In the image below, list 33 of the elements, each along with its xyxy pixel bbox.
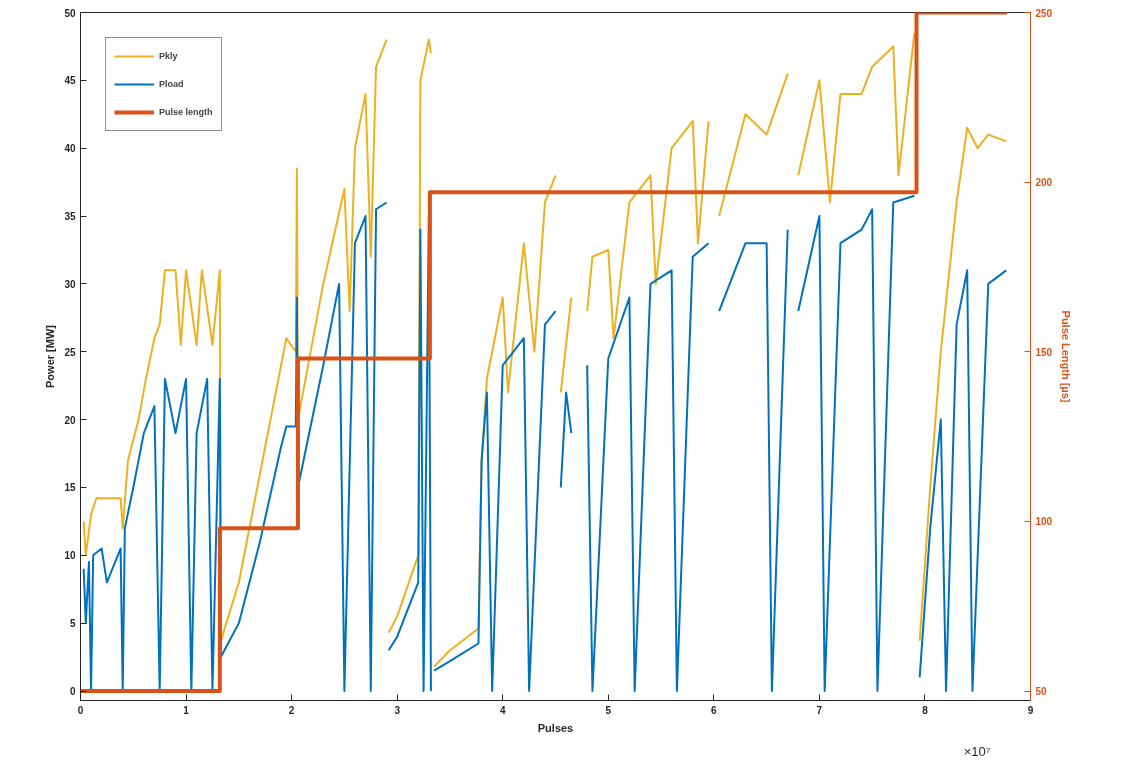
y-tick-label: 35	[64, 211, 76, 223]
y-tick-label: 50	[64, 7, 76, 19]
x-tick-label: 9	[1027, 704, 1034, 716]
x-tick-label: 1	[183, 704, 190, 716]
y2-axis-title: Pulse Length [µs]	[1060, 310, 1073, 403]
y-tick-label: 40	[64, 143, 76, 155]
y2-tick-label: 150	[1035, 346, 1053, 358]
y2-tick-label: 200	[1035, 177, 1053, 189]
x-tick-label: 5	[605, 704, 612, 716]
x-tick-label: 0	[77, 704, 84, 716]
x-tick-label: 6	[711, 704, 718, 716]
x-tick-label: 3	[394, 704, 401, 716]
legend-label: Pload	[159, 79, 184, 89]
y-axis-title: Power [MW]	[44, 324, 57, 388]
y-tick-label: 0	[69, 686, 76, 697]
y2-tick-label: 100	[1035, 516, 1053, 528]
y-tick-label: 10	[64, 550, 76, 562]
legend-label: Pulse length	[159, 107, 213, 117]
y-tick-label: 15	[64, 482, 76, 494]
x-tick-label: 2	[288, 704, 295, 716]
y-tick-label: 25	[64, 346, 76, 358]
y-tick-label: 45	[64, 75, 76, 87]
x-tick-label: 4	[499, 704, 506, 716]
legend-label: Pkly	[159, 51, 179, 61]
y2-tick-label: 250	[1035, 7, 1053, 19]
y-tick-label: 20	[64, 414, 76, 426]
x-tick-label: 8	[922, 704, 929, 716]
y2-tick-label: 50	[1035, 686, 1048, 697]
y-tick-label: 30	[64, 278, 76, 290]
x-axis-title: Pulses	[537, 721, 574, 734]
x-tick-label: 7	[816, 704, 823, 716]
y-tick-label: 5	[69, 618, 76, 630]
text: ×10⁷	[963, 743, 991, 759]
